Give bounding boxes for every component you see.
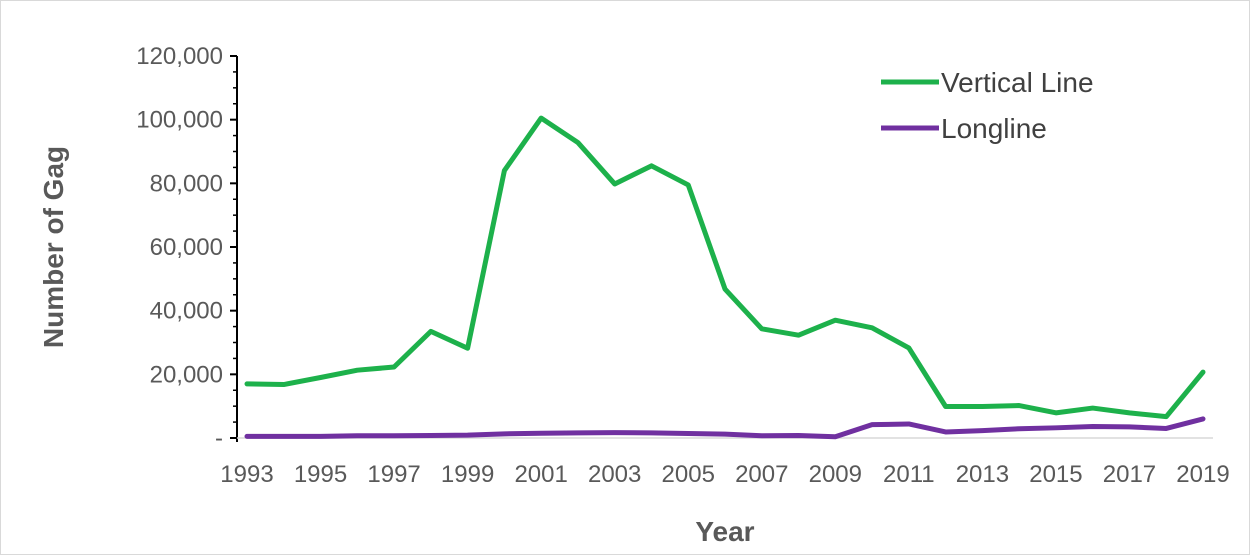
- x-axis-title: Year: [695, 516, 754, 547]
- x-tick-label: 2011: [883, 461, 935, 488]
- axes: [236, 56, 1213, 442]
- x-tick-label: 1995: [294, 461, 347, 488]
- x-tick-label: 2009: [809, 461, 862, 488]
- x-tick-label: 2007: [735, 461, 788, 488]
- y-tick-label: 20,000: [150, 361, 223, 388]
- y-tick-label: -: [215, 425, 223, 452]
- series-layer: [244, 115, 1206, 440]
- y-tick-label: 120,000: [136, 43, 223, 70]
- y-axis-title: Number of Gag: [38, 146, 69, 348]
- x-tick-label: 2013: [956, 461, 1009, 488]
- series-line-vertical-line: [244, 115, 1206, 420]
- x-tick-label: 2005: [662, 461, 715, 488]
- legend-label: Vertical Line: [941, 67, 1094, 98]
- y-axis-ticks: - 20,000 40,000 60,000 80,000 100,000 120,000: [136, 43, 237, 452]
- y-tick-label: 80,000: [150, 170, 223, 197]
- legend-label: Longline: [941, 113, 1047, 144]
- x-tick-label: 2003: [588, 461, 641, 488]
- x-axis-ticks: 1993 1995 1997 1999 2001 2003 2005 2007 2009 2011…: [220, 461, 1229, 488]
- y-tick-label: 100,000: [136, 107, 223, 134]
- y-tick-label: 60,000: [150, 234, 223, 261]
- x-tick-label: 2019: [1176, 461, 1229, 488]
- x-tick-label: 2001: [514, 461, 567, 488]
- x-tick-label: 1993: [220, 461, 273, 488]
- x-tick-label: 2017: [1103, 461, 1156, 488]
- x-tick-label: 2015: [1029, 461, 1082, 488]
- x-tick-label: 1997: [367, 461, 420, 488]
- series-line-longline: [244, 416, 1206, 440]
- y-tick-label: 40,000: [150, 298, 223, 325]
- legend: Vertical Line Longline: [881, 67, 1094, 144]
- x-tick-label: 1999: [441, 461, 494, 488]
